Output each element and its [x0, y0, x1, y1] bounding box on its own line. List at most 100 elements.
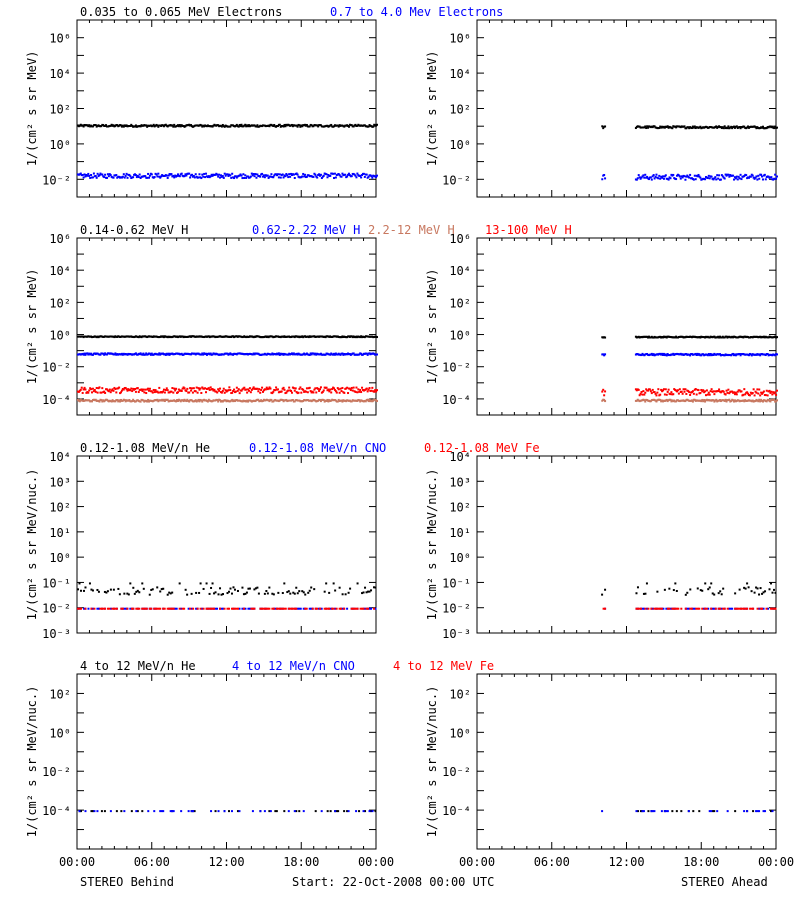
data-point [217, 388, 220, 391]
data-point [196, 607, 199, 610]
data-point [195, 591, 198, 594]
data-point [103, 353, 106, 356]
data-point [283, 123, 286, 126]
data-point [333, 388, 336, 391]
data-point [198, 388, 201, 391]
data-point [275, 386, 278, 389]
data-point [172, 391, 175, 394]
data-point [81, 124, 84, 127]
data-point [699, 589, 702, 592]
data-point [90, 810, 93, 813]
data-point [367, 388, 370, 391]
y-tick-label: 10⁶ [49, 32, 71, 46]
data-point [768, 588, 771, 591]
data-point [191, 391, 194, 394]
data-point [326, 810, 329, 813]
data-point [326, 398, 329, 401]
data-point [635, 399, 638, 402]
data-point [77, 390, 80, 393]
data-point [140, 388, 143, 391]
data-point [83, 352, 86, 355]
data-point [773, 588, 776, 591]
data-point [651, 607, 654, 610]
data-point [343, 607, 346, 610]
data-point [120, 607, 123, 610]
data-point [332, 607, 335, 610]
data-point [301, 175, 304, 178]
data-point [186, 398, 189, 401]
data-point [358, 390, 361, 393]
data-point [216, 173, 219, 176]
data-point [176, 391, 179, 394]
data-point [280, 390, 283, 393]
data-point [743, 400, 746, 403]
data-point [604, 607, 607, 610]
data-point [772, 391, 775, 394]
data-point [333, 387, 336, 390]
data-point [692, 126, 695, 129]
data-point [230, 592, 233, 595]
data-point [713, 593, 716, 596]
data-point [666, 810, 669, 813]
data-point [250, 172, 253, 175]
data-point [328, 591, 331, 594]
data-point [307, 591, 310, 594]
data-point [222, 176, 225, 179]
data-point [205, 582, 208, 585]
data-point [367, 590, 370, 593]
data-point [129, 582, 132, 585]
data-point [155, 173, 158, 176]
data-point [199, 607, 202, 610]
data-point [259, 175, 262, 178]
data-point [293, 607, 296, 610]
data-point [271, 592, 274, 595]
data-point [87, 607, 90, 610]
data-point [278, 353, 281, 356]
data-point [736, 178, 739, 181]
data-point [180, 352, 183, 355]
data-point [227, 174, 230, 177]
data-point [122, 388, 125, 391]
y-tick-label: 10² [49, 687, 71, 701]
data-point [346, 386, 349, 389]
data-point [150, 173, 153, 176]
data-point [259, 391, 262, 394]
data-point [105, 176, 108, 179]
data-point [674, 607, 677, 610]
data-point [157, 172, 160, 175]
x-tick-label: 00:00 [59, 855, 95, 869]
y-tick-label: 10² [49, 501, 71, 515]
data-point [123, 592, 126, 595]
data-point [367, 607, 370, 610]
data-point [776, 175, 778, 178]
data-point [354, 174, 357, 177]
data-point [686, 607, 689, 610]
data-point [136, 174, 139, 177]
data-point [731, 127, 734, 130]
data-point [285, 391, 288, 394]
data-point [759, 354, 762, 357]
data-point [662, 177, 665, 180]
data-point [677, 174, 680, 177]
data-point [752, 607, 755, 610]
data-point [601, 178, 604, 181]
data-point [706, 393, 709, 396]
footer-right-label: STEREO Ahead [681, 875, 768, 889]
data-point [117, 400, 120, 403]
y-tick-label: 10⁴ [449, 450, 471, 464]
y-tick-label: 10⁰ [449, 138, 471, 152]
data-point [247, 388, 250, 391]
data-point [656, 607, 659, 610]
data-point [100, 391, 103, 394]
y-tick-label: 10² [449, 103, 471, 117]
data-point [287, 389, 290, 392]
data-point [674, 582, 677, 585]
data-point [356, 124, 359, 127]
data-point [142, 587, 145, 590]
data-point [179, 400, 182, 403]
data-point [107, 175, 110, 178]
data-point [731, 390, 734, 393]
data-point [641, 810, 644, 813]
data-point [268, 125, 271, 128]
data-point [295, 586, 298, 589]
